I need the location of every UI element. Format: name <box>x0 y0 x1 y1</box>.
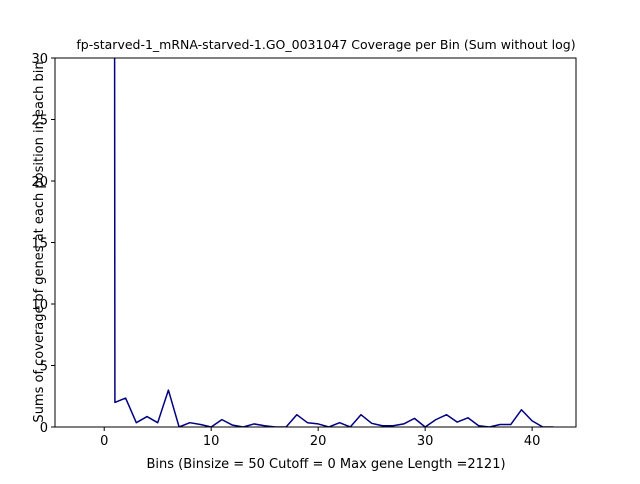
x-axis-label: Bins (Binsize = 50 Cutoff = 0 Max gene L… <box>146 457 505 472</box>
y-tick-label: 0 <box>40 421 48 436</box>
data-line <box>113 58 554 427</box>
chart-title: fp-starved-1_mRNA-starved-1.GO_0031047 C… <box>76 37 575 52</box>
y-tick-label: 15 <box>31 237 48 252</box>
y-tick-label: 10 <box>31 298 48 313</box>
axes-frame <box>54 57 577 428</box>
plot-area <box>113 58 554 427</box>
x-tick-label: 0 <box>100 434 108 449</box>
ticks: 0 5 10 15 20 25 30 0 10 20 30 40 <box>31 52 540 449</box>
y-tick-label: 30 <box>31 52 48 67</box>
x-tick-label: 40 <box>524 434 541 449</box>
y-tick-label: 20 <box>31 175 48 190</box>
y-tick-label: 25 <box>31 114 48 129</box>
x-tick-label: 30 <box>417 434 434 449</box>
y-axis-label: Sums of coverage of genes at each positi… <box>32 61 47 422</box>
x-tick-label: 10 <box>203 434 220 449</box>
x-tick-label: 20 <box>310 434 327 449</box>
y-tick-label: 5 <box>40 360 48 375</box>
